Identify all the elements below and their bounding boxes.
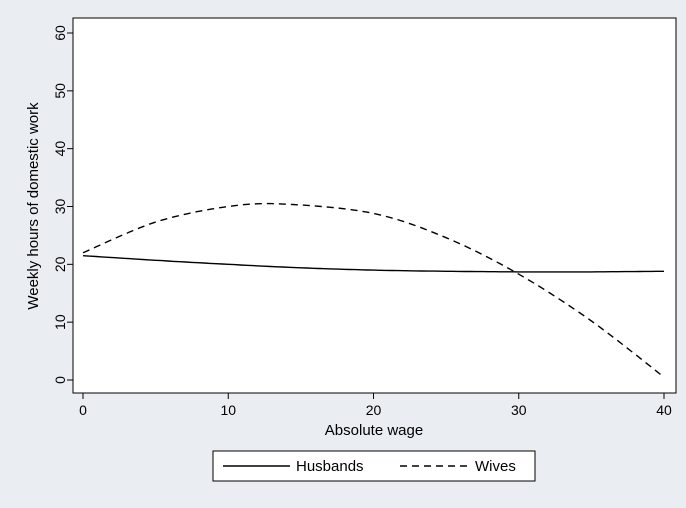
legend-label-wives: Wives: [475, 458, 516, 475]
x-tick-label: 20: [366, 402, 382, 418]
plot-area: [72, 17, 677, 394]
series-line-husbands: [82, 255, 664, 273]
x-axis-label: Absolute wage: [325, 422, 423, 439]
y-axis-label: Weekly hours of domestic work: [25, 102, 42, 310]
y-tick-label: 10: [52, 314, 68, 330]
x-axis: 0 10 20 30 40: [79, 393, 672, 418]
x-tick-label: 10: [220, 402, 236, 418]
legend: Husbands Wives: [212, 450, 536, 482]
x-tick-label: 40: [656, 402, 672, 418]
y-tick-label: 50: [52, 83, 68, 99]
y-tick-label: 0: [52, 376, 68, 384]
series-layer: [82, 202, 665, 378]
x-tick-label: 30: [511, 402, 527, 418]
x-tick-label: 0: [79, 402, 87, 418]
y-tick-label: 60: [52, 25, 68, 41]
y-tick-label: 30: [52, 199, 68, 215]
legend-label-husbands: Husbands: [296, 458, 364, 475]
y-axis: 0 10 20 30 40 50 60: [52, 25, 73, 384]
y-tick-label: 40: [52, 141, 68, 157]
y-tick-label: 20: [52, 256, 68, 272]
